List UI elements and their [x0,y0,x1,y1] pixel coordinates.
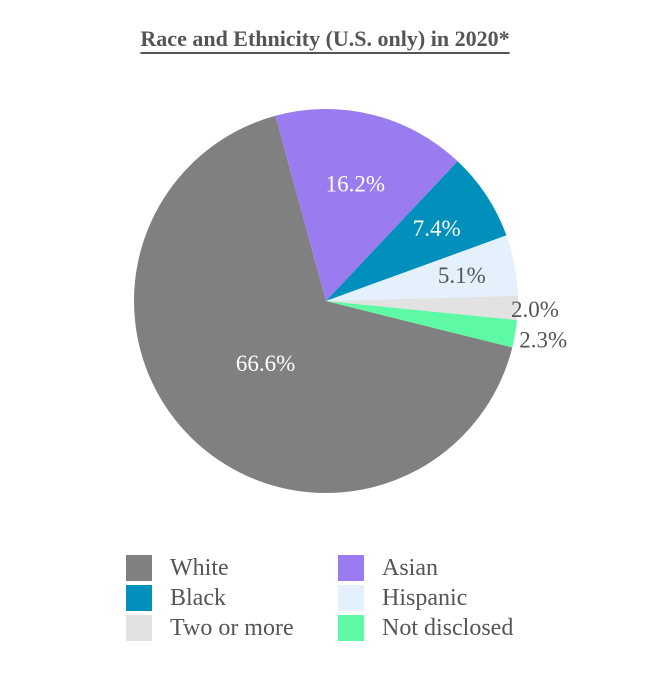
data-label-white: 66.6% [236,351,295,376]
legend-item-black: Black [126,583,338,613]
legend-label: Hispanic [382,584,468,611]
data-label-two-or-more: 2.0% [511,297,559,322]
legend-swatch [338,615,364,641]
legend-swatch [126,615,152,641]
pie-slice-asian [275,108,458,301]
legend-item-not-disclosed: Not disclosed [338,613,538,643]
pie-slice-black [326,161,507,301]
chart-title: Race and Ethnicity (U.S. only) in 2020* [0,26,650,52]
legend-swatch [126,585,152,611]
legend-item-hispanic: Hispanic [338,583,538,613]
pie-slice-not-disclosed [326,301,518,348]
legend-swatch [126,555,152,581]
chart-title-text: Race and Ethnicity (U.S. only) in 2020* [140,26,510,51]
legend-label: Black [170,584,226,611]
legend: White Asian Black Hispanic Two or more N… [126,553,546,643]
pie-slice-two-or-more [326,295,519,321]
pie-chart: 66.6% 16.2% 7.4% 5.1% 2.0% 2.3% [134,108,567,493]
data-label-black: 7.4% [413,216,461,241]
legend-swatch [338,585,364,611]
legend-item-asian: Asian [338,553,538,583]
pie-slices [134,108,519,493]
data-label-not-disclosed: 2.3% [519,328,567,353]
legend-label: Not disclosed [382,614,514,641]
legend-item-two-or-more: Two or more [126,613,338,643]
pie-slice-hispanic [326,235,518,301]
pie-labels: 66.6% 16.2% 7.4% 5.1% 2.0% 2.3% [236,172,567,376]
legend-label: Two or more [170,614,294,641]
legend-label: Asian [382,554,438,581]
data-label-asian: 16.2% [326,172,385,197]
data-label-hispanic: 5.1% [438,263,486,288]
legend-swatch [338,555,364,581]
legend-item-white: White [126,553,338,583]
legend-label: White [170,554,229,581]
pie-slice-white [134,115,513,493]
